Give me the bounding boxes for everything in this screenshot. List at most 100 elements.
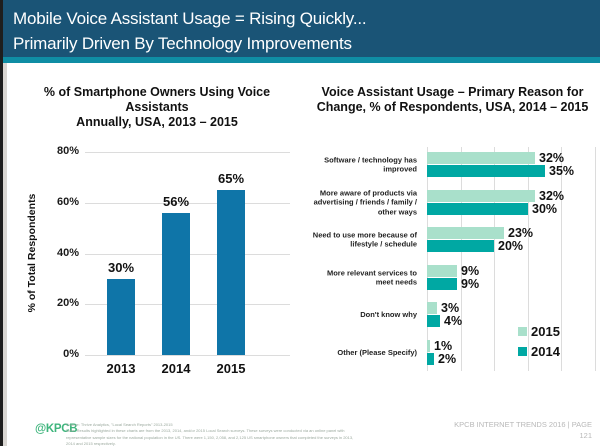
right-chart-bar-group: 9% 9% xyxy=(427,265,479,291)
kpcb-logo: @KPCB xyxy=(35,423,78,435)
left-chart-x-tick: 2013 xyxy=(106,361,136,376)
right-chart-value-label: 4% xyxy=(444,314,463,328)
left-chart-plot: 0% 20% 40% 60% 80% 30% 2013 56% 2014 65% 2015 xyxy=(57,145,290,376)
right-chart-gridline xyxy=(528,147,529,371)
legend-item: 2014 xyxy=(518,344,560,359)
left-chart-value-label: 56% xyxy=(162,194,190,209)
right-chart-value-label: 30% xyxy=(532,202,558,216)
right-chart-bar-line: 23% xyxy=(427,227,533,239)
left-chart-y-tick: 40% xyxy=(56,247,79,259)
right-chart-bar-group: 1% 2% xyxy=(427,340,456,366)
right-chart-title: Voice Assistant Usage – Primary Reason f… xyxy=(310,85,595,115)
right-chart-bar-line: 4% xyxy=(427,315,462,327)
slide-title-line1: Mobile Voice Assistant Usage = Rising Qu… xyxy=(13,9,367,28)
right-chart-bar xyxy=(427,340,430,352)
right-chart-gridline xyxy=(561,147,562,371)
left-chart-y-axis-label: % of Total Respondents xyxy=(26,193,38,313)
right-chart-value-label: 23% xyxy=(508,226,534,240)
right-chart-category-label: Need to use more because of lifestyle / … xyxy=(312,229,417,249)
right-chart-value-label: 2% xyxy=(438,352,457,366)
right-chart-bar-line: 9% xyxy=(427,278,479,290)
right-chart-gridline xyxy=(595,147,596,371)
slide-title-line2: Primarily Driven By Technology Improveme… xyxy=(13,34,352,53)
legend-item: 2015 xyxy=(518,324,560,339)
right-chart-value-label: 9% xyxy=(461,264,480,278)
legend-swatch-2014 xyxy=(518,347,527,356)
footer-page-info: KPCB INTERNET TRENDS 2016 | PAGE 121 xyxy=(442,420,592,442)
left-chart-value-label: 30% xyxy=(107,260,135,275)
left-chart-gridline xyxy=(85,152,290,153)
legend-label-2014: 2014 xyxy=(531,344,560,359)
right-chart-category-label: Don't know why xyxy=(360,309,417,319)
right-chart-plot: Software / technology has improved 32% 35%… xyxy=(312,146,596,378)
footer-deck-name: KPCB INTERNET TRENDS 2016 | PAGE xyxy=(454,420,592,429)
right-chart-gridline xyxy=(427,147,428,371)
left-chart-title-line2: Annually, USA, 2013 – 2015 xyxy=(76,115,238,129)
right-chart-bar-line: 32% xyxy=(427,190,564,202)
left-chart-gridline xyxy=(85,355,290,356)
right-chart-row: Need to use more because of lifestyle / … xyxy=(312,227,595,253)
right-chart-value-label: 20% xyxy=(498,239,524,253)
left-chart-y-tick: 60% xyxy=(56,196,79,208)
right-chart-bar xyxy=(427,203,528,215)
footer-page-number: 121 xyxy=(579,430,592,440)
left-chart-bar xyxy=(107,279,135,355)
right-chart-row: More relevant services to meet needs 9% 9% xyxy=(312,265,595,291)
header-accent-bar xyxy=(0,57,600,63)
right-chart-bar-line: 2% xyxy=(427,353,456,365)
right-chart-title-line2: Change, % of Respondents, USA, 2014 – 20… xyxy=(316,100,589,114)
right-chart-gridline xyxy=(461,147,462,371)
right-chart-bar-line: 30% xyxy=(427,203,564,215)
right-chart-bar-group: 32% 35% xyxy=(427,152,574,178)
left-chart-x-tick: 2014 xyxy=(161,361,191,376)
right-chart-value-label: 32% xyxy=(539,189,565,203)
right-chart-bar-line: 35% xyxy=(427,165,574,177)
right-chart-bar xyxy=(427,165,545,177)
legend-swatch-2015 xyxy=(518,327,527,336)
footer-source-block: Source: Thrive Analytics, "Local Search … xyxy=(66,422,356,446)
right-chart-bar xyxy=(427,265,457,277)
right-chart-bar xyxy=(427,227,504,239)
right-chart-title-line1: Voice Assistant Usage – Primary Reason f… xyxy=(321,85,584,99)
right-chart-bar-line: 32% xyxy=(427,152,574,164)
left-chart-x-tick: 2015 xyxy=(216,361,246,376)
right-chart-bar-group: 32% 30% xyxy=(427,190,564,216)
right-chart-bar-line: 1% xyxy=(427,340,456,352)
left-chart-y-tick: 0% xyxy=(63,348,79,360)
right-chart-bar-line: 9% xyxy=(427,265,479,277)
right-chart-row: Don't know why 3% 4% xyxy=(312,302,595,328)
right-chart-value-label: 32% xyxy=(539,151,565,165)
legend-label-2015: 2015 xyxy=(531,324,560,339)
right-chart-bar-line: 20% xyxy=(427,240,533,252)
right-chart-bar-line: 3% xyxy=(427,302,462,314)
slide-left-margin xyxy=(3,63,7,446)
right-chart-legend: 2015 2014 xyxy=(518,324,560,364)
right-chart-category-label: Software / technology has improved xyxy=(324,154,417,174)
right-chart-bar xyxy=(427,315,440,327)
right-chart-row: More aware of products via advertising /… xyxy=(312,187,595,217)
right-chart-bar xyxy=(427,353,434,365)
right-chart-bar xyxy=(427,152,535,164)
footer-source-line: Source: Thrive Analytics, "Local Search … xyxy=(66,422,173,427)
footer-note-line: Note: Results highlighted in these chart… xyxy=(66,428,354,446)
right-chart-bar-group: 23% 20% xyxy=(427,227,533,253)
left-chart-bar xyxy=(162,213,190,355)
right-chart-gridline xyxy=(494,147,495,371)
slide-header: Mobile Voice Assistant Usage = Rising Qu… xyxy=(0,0,600,57)
right-chart-bar xyxy=(427,278,457,290)
left-chart-title-line1: % of Smartphone Owners Using Voice Assis… xyxy=(43,85,271,114)
right-chart-gridlines xyxy=(427,147,596,371)
left-chart-y-tick: 20% xyxy=(56,297,79,309)
right-chart-value-label: 1% xyxy=(434,339,453,353)
left-chart-title: % of Smartphone Owners Using Voice Assis… xyxy=(12,85,302,130)
right-chart-row: Other (Please Specify) 1% 2% xyxy=(312,340,595,366)
right-chart-category-label: More aware of products via advertising /… xyxy=(313,187,417,217)
left-chart-y-tick: 80% xyxy=(56,145,79,157)
left-chart-bar xyxy=(217,190,245,355)
right-chart-category-label: More relevant services to meet needs xyxy=(326,267,417,287)
right-chart-value-label: 35% xyxy=(549,164,575,178)
right-chart-value-label: 9% xyxy=(461,277,480,291)
right-chart-category-label: Other (Please Specify) xyxy=(337,347,417,357)
screen-left-edge xyxy=(0,0,3,446)
